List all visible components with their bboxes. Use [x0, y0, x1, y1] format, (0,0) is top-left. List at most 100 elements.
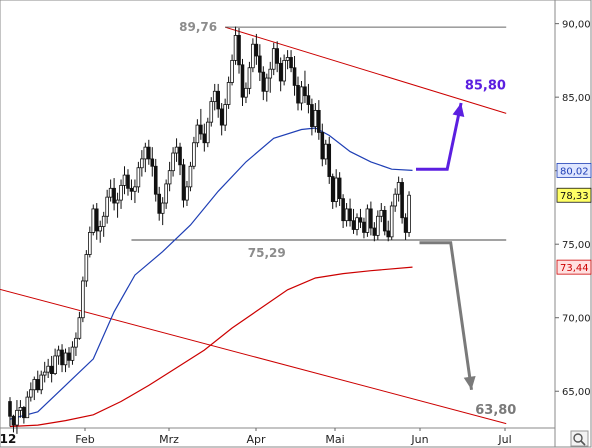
candle — [15, 400, 19, 434]
candle-body — [22, 407, 26, 419]
candle-body — [365, 208, 370, 233]
candle — [278, 57, 283, 92]
candle — [150, 147, 155, 177]
candle — [126, 169, 130, 196]
candle — [49, 355, 54, 383]
target-down-label: 63,80 — [475, 403, 516, 418]
candle-body — [223, 104, 227, 126]
month-label: Jul — [497, 433, 511, 446]
candle-body — [15, 409, 19, 426]
candle-body — [181, 164, 186, 201]
candle — [178, 142, 182, 176]
candle — [251, 38, 255, 73]
candle-body — [299, 86, 304, 104]
candle-body — [81, 280, 85, 319]
candle-body — [278, 62, 283, 82]
candle — [313, 103, 318, 133]
candle — [223, 98, 227, 131]
candle — [344, 203, 349, 227]
candle-body — [355, 217, 359, 230]
candle — [8, 397, 12, 427]
target-up-label: 85,80 — [465, 78, 506, 93]
candle-body — [98, 226, 103, 232]
candle — [289, 50, 293, 73]
candle — [171, 147, 175, 177]
candle-body — [70, 346, 75, 361]
candle — [334, 169, 338, 208]
candle-body — [358, 217, 363, 223]
candle-body — [63, 352, 68, 366]
candle-body — [320, 132, 325, 160]
candle-body — [240, 64, 245, 98]
candle-body — [53, 355, 57, 374]
candle — [91, 204, 96, 236]
candle — [261, 66, 266, 101]
candle-body — [313, 109, 318, 127]
candle — [219, 103, 224, 136]
candle-body — [341, 198, 345, 222]
candle — [212, 83, 217, 111]
candle-body — [143, 146, 148, 160]
candle-body — [219, 108, 224, 126]
candle-body — [379, 209, 384, 217]
candle — [355, 213, 359, 236]
candle-body — [400, 182, 404, 219]
candle-body — [268, 68, 273, 79]
y-tick-label: 75,00 — [562, 240, 591, 251]
candle — [258, 44, 262, 81]
candle — [296, 76, 300, 111]
candle — [81, 276, 85, 323]
candle-body — [178, 146, 182, 166]
candle — [306, 83, 311, 114]
candle — [299, 80, 304, 111]
price-axis: 65,0070,0075,0080,0085,0090,0080,0278,33… — [555, 20, 592, 398]
candle-body — [209, 101, 214, 123]
candle-body — [247, 67, 252, 89]
candle — [330, 173, 335, 209]
zoom-icon[interactable] — [570, 430, 589, 447]
candle-body — [119, 184, 123, 201]
candle — [237, 28, 241, 74]
candle-body — [317, 109, 321, 133]
candle — [84, 250, 89, 287]
candle-body — [91, 208, 96, 233]
candle-body — [376, 215, 380, 236]
candle — [32, 376, 37, 401]
candle — [94, 203, 99, 240]
candle-body — [195, 124, 200, 144]
candle-body — [216, 90, 221, 110]
candle-body — [275, 48, 279, 64]
candle-body — [39, 374, 44, 391]
y-tick-label: 70,00 — [562, 314, 591, 325]
candle — [101, 211, 106, 237]
candle — [70, 341, 75, 365]
candle-body — [74, 337, 78, 348]
candle — [407, 191, 411, 237]
high-label: 89,76 — [179, 20, 217, 34]
candle-body — [105, 196, 109, 217]
candle — [133, 179, 137, 204]
candle — [53, 348, 57, 376]
candle-body — [94, 208, 99, 232]
candle-body — [226, 82, 231, 105]
candle — [199, 108, 203, 140]
candle — [67, 347, 71, 368]
candle — [60, 344, 64, 373]
candle — [153, 158, 158, 202]
candle — [268, 61, 273, 93]
month-label: Mai — [325, 433, 344, 446]
y-tick-label: 65,00 — [562, 387, 591, 398]
candle — [188, 161, 193, 192]
candle-body — [77, 317, 82, 339]
candle-body — [112, 187, 116, 204]
candle — [292, 55, 297, 96]
candle-body — [396, 182, 401, 195]
candle-body — [334, 177, 338, 202]
candle-body — [126, 174, 130, 189]
candle — [56, 345, 61, 365]
candle — [108, 179, 113, 202]
candle — [372, 222, 377, 242]
